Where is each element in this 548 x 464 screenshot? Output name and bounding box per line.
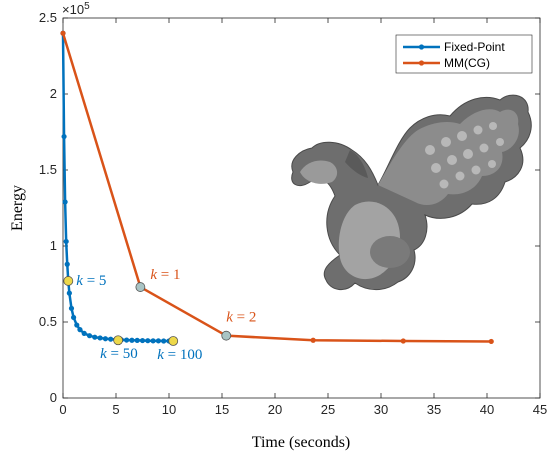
series-line-fixed-point [61,33,174,343]
legend: Fixed-Point MM(CG) [395,34,533,74]
y-tick-label: 0.5 [39,314,57,329]
highlight-point [168,336,179,346]
data-point-fixed-point [68,305,75,311]
x-tick-label: 30 [374,402,388,417]
iteration-annotation: k = 100 [157,347,202,363]
data-point-fixed-point [97,335,103,341]
data-point-fixed-point [63,238,69,245]
y-tick-label: 0 [50,390,57,405]
data-point-fixed-point [134,337,140,343]
iteration-annotation: k = 5 [76,273,106,289]
highlight-point [113,335,124,346]
y-tick-label: 1 [50,238,57,253]
gargoyle-image [291,94,532,291]
data-point-fixed-point [86,333,93,339]
highlight-point [63,276,74,286]
data-point-fixed-point [108,336,114,342]
y-axis: 0 0.5 1 1.5 2 2.5 [39,10,540,405]
data-point-mm-cg [310,337,316,343]
data-point-fixed-point [64,261,70,267]
iteration-annotation: k = 2 [226,310,256,326]
data-point-fixed-point [139,337,146,344]
data-point-fixed-point [150,338,156,344]
y-tick-label: 2 [50,86,57,101]
data-point-fixed-point [71,314,77,321]
y-axis-title: Energy [9,185,26,231]
data-point-fixed-point [155,338,161,344]
plot-area [62,17,541,399]
data-point-fixed-point [161,338,167,344]
legend-marker-fixed-point [418,44,425,50]
x-axis-title: Time (seconds) [252,434,351,451]
data-point-fixed-point [62,199,68,205]
x-tick-label: 45 [533,402,547,417]
legend-label-fixed-point: Fixed-Point [444,40,505,54]
x-tick-label: 20 [268,402,282,417]
series-line-mm-cg [61,32,492,343]
data-point-fixed-point [74,322,80,328]
data-point-fixed-point [92,334,98,340]
iteration-annotation: k = 1 [150,267,180,283]
legend-box [395,34,533,74]
legend-marker-mm-cg [418,60,425,66]
x-axis: 0 5 10 15 20 25 30 35 40 45 [59,18,547,417]
x-tick-label: 25 [321,402,335,417]
data-point-fixed-point [61,133,67,140]
y-exponent-label: ×105 [62,1,90,17]
data-point-fixed-point [66,290,72,296]
x-tick-label: 15 [215,402,229,417]
data-point-fixed-point [145,338,151,344]
highlight-point [221,330,232,341]
data-point-fixed-point [81,330,87,336]
data-point-fixed-point [129,337,135,343]
legend-label-mm-cg: MM(CG) [444,56,490,70]
data-point-fixed-point [102,336,108,342]
x-tick-label: 5 [112,402,119,417]
x-tick-label: 0 [59,402,66,417]
data-point-mm-cg [60,30,66,36]
x-tick-label: 10 [162,402,176,417]
data-point-mm-cg [488,338,494,345]
data-point-fixed-point [77,327,83,333]
data-point-fixed-point [124,337,130,343]
data-point-mm-cg [400,338,406,344]
highlight-layer: k = 5 k = 50 k = 100 k = 1 k = 2 [63,267,256,363]
x-tick-label: 40 [480,402,494,417]
iteration-annotation: k = 50 [100,346,138,362]
y-tick-label: 2.5 [39,10,57,25]
x-tick-label: 35 [427,402,441,417]
highlight-point [135,282,146,292]
y-tick-label: 1.5 [39,162,57,177]
